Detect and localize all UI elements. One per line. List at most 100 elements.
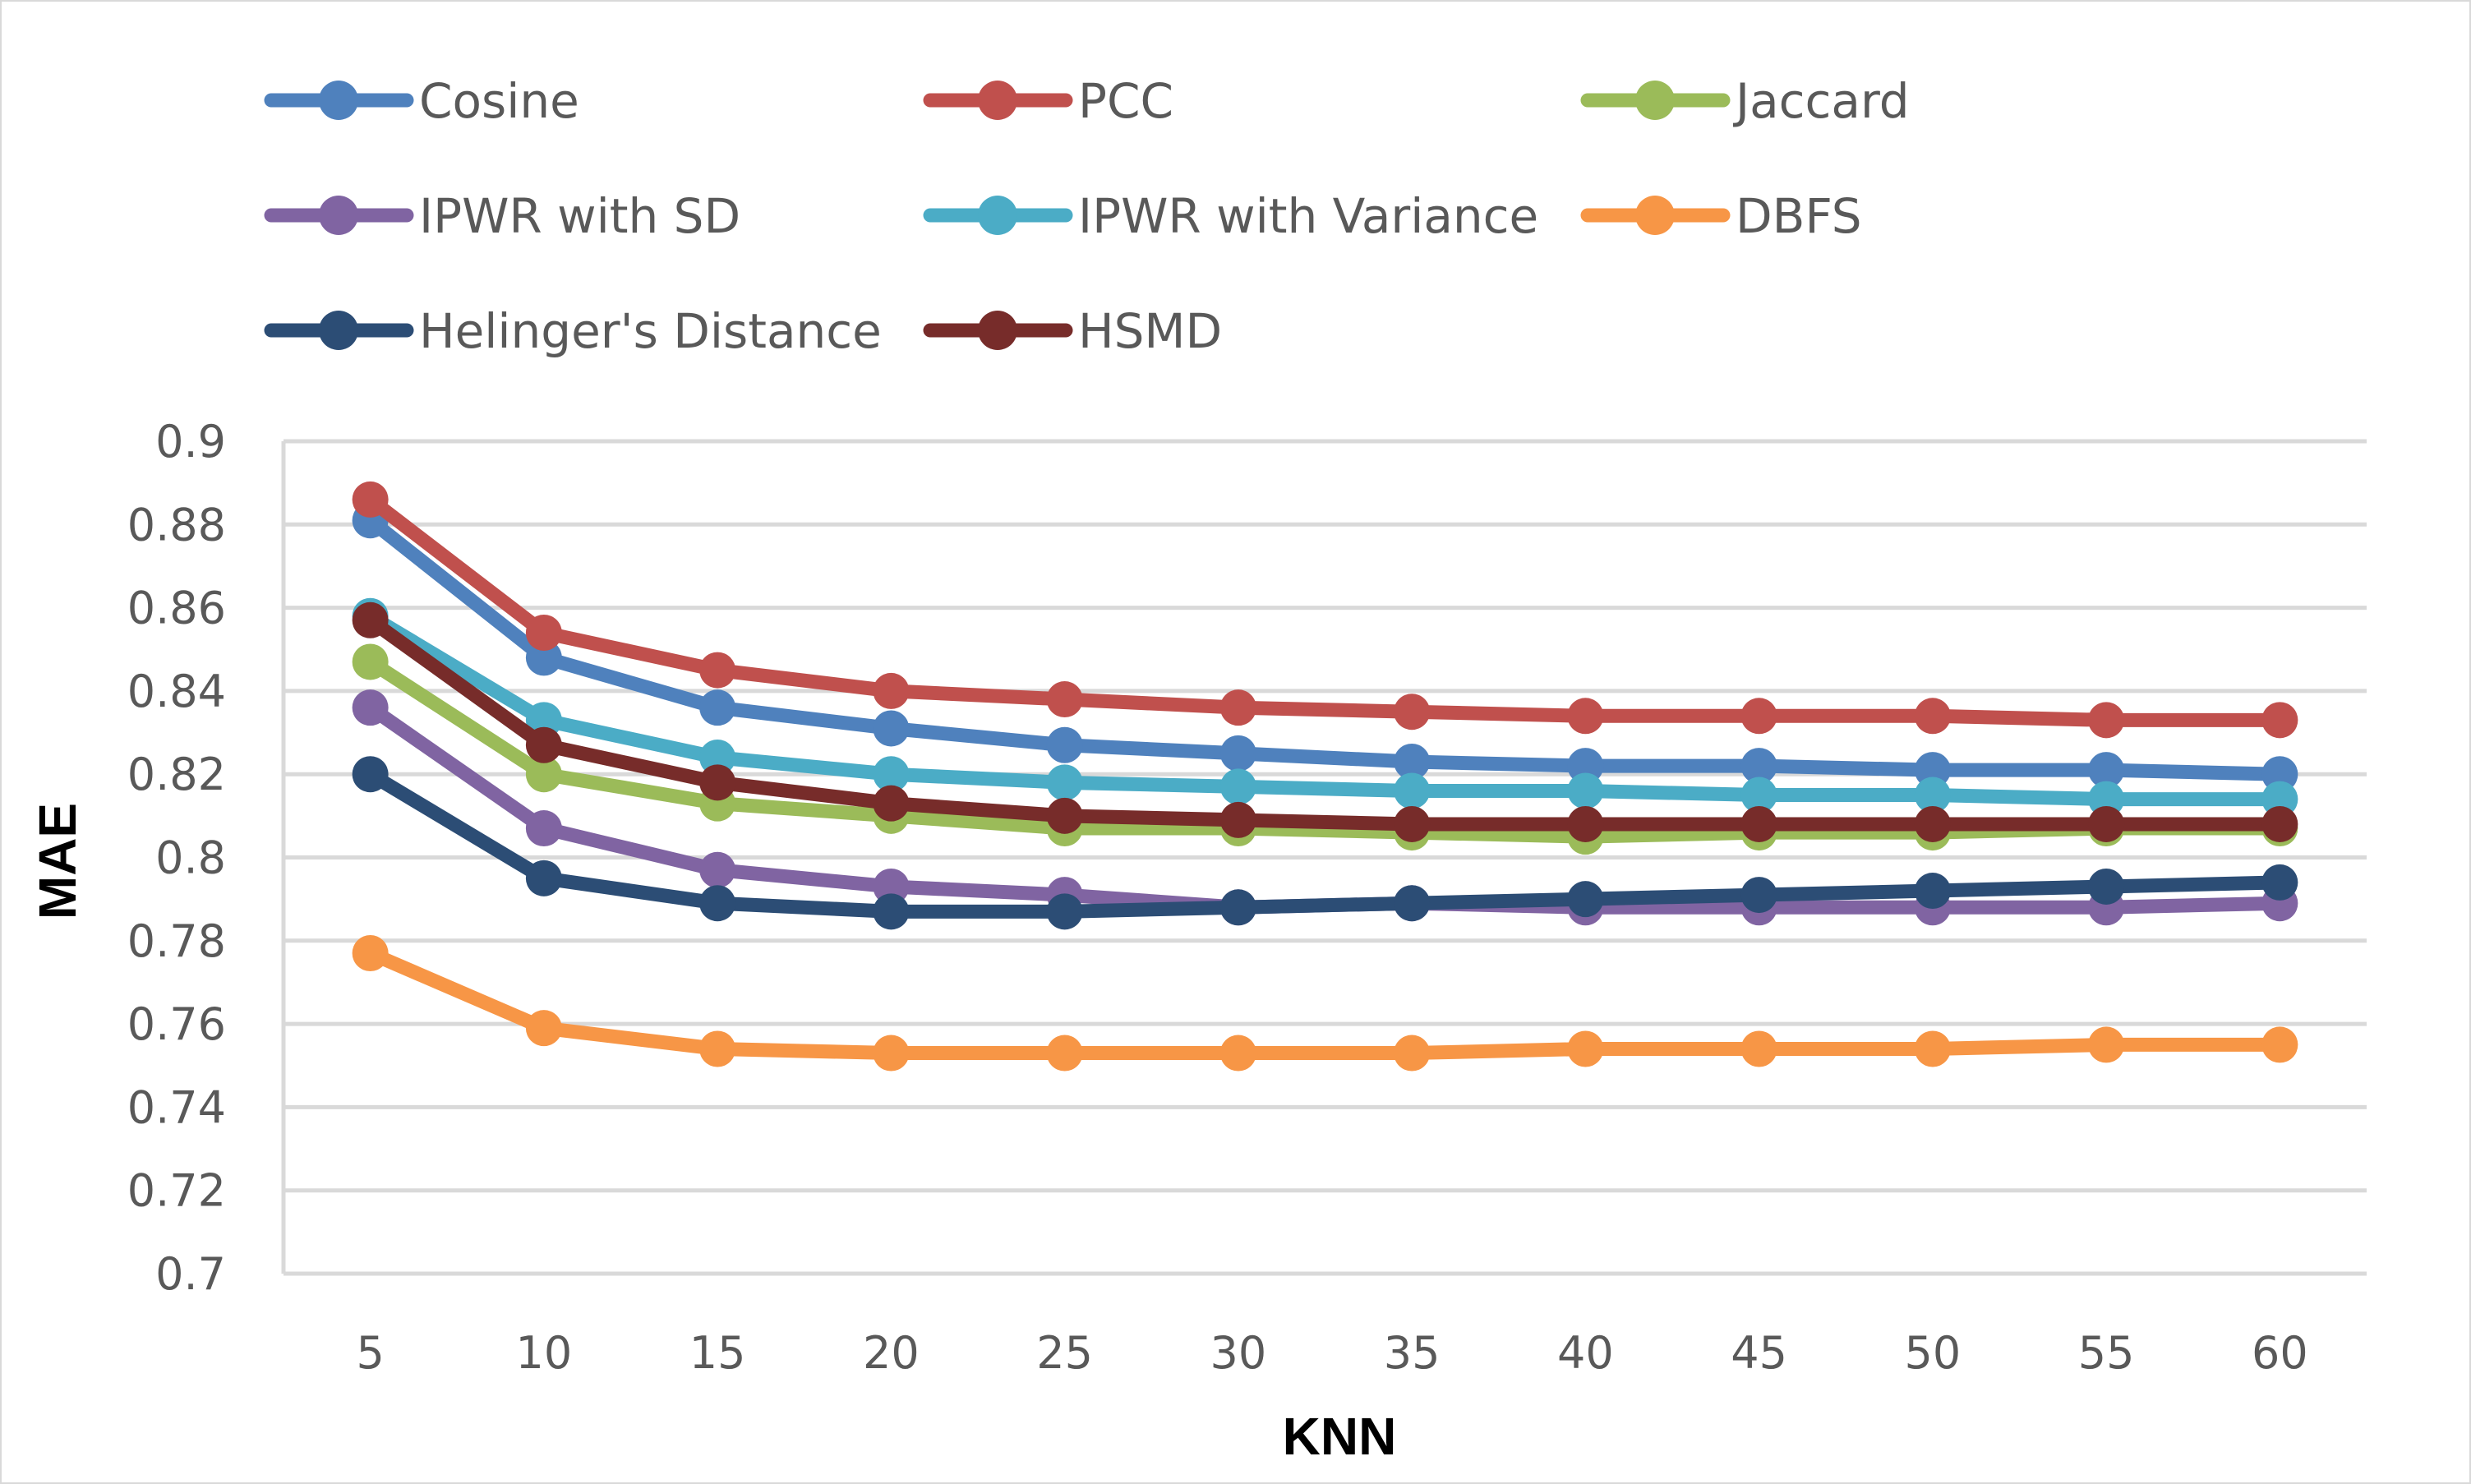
- legend-item: Cosine: [264, 73, 579, 129]
- data-point: [525, 756, 562, 793]
- legend-swatch-marker: [978, 196, 1017, 235]
- data-point: [352, 601, 389, 638]
- legend-swatch-marker: [319, 196, 358, 235]
- data-point: [1046, 1035, 1083, 1072]
- series-line: [363, 946, 2287, 1061]
- data-point: [873, 756, 910, 793]
- y-tick-label: 0.72: [127, 1165, 226, 1217]
- data-point: [1046, 681, 1083, 718]
- legend-label: HSMD: [1078, 303, 1222, 359]
- series-line: [363, 654, 2287, 844]
- legend-label: PCC: [1078, 73, 1173, 129]
- x-tick-label: 60: [2252, 1327, 2308, 1379]
- data-point: [699, 689, 736, 726]
- legend-label: Jaccard: [1733, 73, 1910, 129]
- y-tick-label: 0.9: [155, 416, 226, 468]
- legend-item: Helinger's Distance: [264, 303, 882, 359]
- data-point: [2088, 702, 2125, 739]
- data-point: [1394, 885, 1431, 922]
- data-point: [1219, 768, 1256, 805]
- legend-swatch-marker: [978, 311, 1017, 350]
- y-tick-label: 0.84: [127, 666, 226, 717]
- data-point: [1740, 805, 1777, 842]
- x-tick-label: 15: [689, 1327, 746, 1379]
- data-point: [525, 810, 562, 847]
- data-point: [1567, 1030, 1604, 1067]
- data-point: [1567, 805, 1604, 842]
- data-point: [352, 756, 389, 793]
- data-point: [1567, 748, 1604, 785]
- legend-label: Cosine: [419, 73, 579, 129]
- y-tick-label: 0.78: [127, 915, 226, 967]
- legend-item: IPWR with SD: [264, 188, 740, 244]
- y-tick-label: 0.82: [127, 749, 226, 800]
- data-point: [699, 764, 736, 801]
- data-point: [2261, 756, 2298, 793]
- series-hsmd: [352, 601, 2298, 842]
- data-point: [873, 893, 910, 930]
- series-line: [363, 609, 2287, 807]
- series-dbfs: [352, 934, 2298, 1072]
- data-point: [1740, 1030, 1777, 1067]
- data-point: [1219, 689, 1256, 726]
- data-point: [2261, 781, 2298, 818]
- data-point: [2088, 752, 2125, 789]
- data-point: [1394, 1035, 1431, 1072]
- series-line: [363, 492, 2287, 727]
- x-tick-label: 25: [1036, 1327, 1093, 1379]
- data-point: [1914, 873, 1951, 910]
- y-tick-labels: 0.9 0.88 0.86 0.84 0.82 0.8 0.78 0.76 0.74 0.72 0.…: [127, 416, 226, 1300]
- axes: [281, 441, 2367, 1276]
- data-point: [1394, 805, 1431, 842]
- data-point: [2261, 702, 2298, 739]
- data-point: [699, 1030, 736, 1067]
- data-point: [1914, 698, 1951, 735]
- data-point: [1219, 801, 1256, 838]
- y-axis-title: MAE: [28, 803, 87, 919]
- legend-item: DBFS: [1580, 188, 1862, 244]
- legend-swatch-marker: [978, 81, 1017, 120]
- data-point: [873, 672, 910, 709]
- series-pcc: [352, 481, 2298, 739]
- data-point: [873, 785, 910, 822]
- data-point: [873, 710, 910, 747]
- x-tick-labels: 5 10 15 20 25 30 35 40 45 50 55 60: [356, 1327, 2307, 1379]
- data-point: [1914, 777, 1951, 813]
- series-group: [352, 481, 2298, 1072]
- legend: Cosine PCC Jaccard IPWR with SD IPWR with Va…: [264, 73, 1910, 359]
- data-point: [352, 643, 389, 680]
- x-tick-label: 10: [516, 1327, 573, 1379]
- x-tick-label: 45: [1731, 1327, 1787, 1379]
- y-tick-label: 0.74: [127, 1081, 226, 1133]
- data-point: [352, 934, 389, 971]
- y-tick-label: 0.7: [155, 1248, 226, 1300]
- data-point: [1046, 764, 1083, 801]
- series-line: [363, 513, 2287, 781]
- x-tick-label: 5: [356, 1327, 384, 1379]
- legend-item: HSMD: [923, 303, 1222, 359]
- legend-label: IPWR with Variance: [1078, 188, 1538, 244]
- data-point: [1740, 748, 1777, 785]
- y-tick-label: 0.88: [127, 499, 226, 551]
- legend-item: IPWR with Variance: [923, 188, 1538, 244]
- data-point: [1046, 726, 1083, 763]
- data-point: [1914, 1030, 1951, 1067]
- data-point: [2261, 805, 2298, 842]
- data-point: [525, 860, 562, 896]
- data-point: [873, 1035, 910, 1072]
- legend-swatch-marker: [319, 81, 358, 120]
- y-tick-label: 0.76: [127, 998, 226, 1050]
- legend-swatch-marker: [1635, 81, 1675, 120]
- legend-item: PCC: [923, 73, 1173, 129]
- data-point: [699, 652, 736, 689]
- data-point: [1914, 752, 1951, 789]
- data-point: [525, 726, 562, 763]
- data-point: [1394, 694, 1431, 730]
- data-point: [1740, 877, 1777, 914]
- legend-swatch-marker: [1635, 196, 1675, 235]
- data-point: [2261, 864, 2298, 901]
- data-point: [1219, 735, 1256, 772]
- x-tick-label: 55: [2078, 1327, 2135, 1379]
- data-point: [699, 851, 736, 888]
